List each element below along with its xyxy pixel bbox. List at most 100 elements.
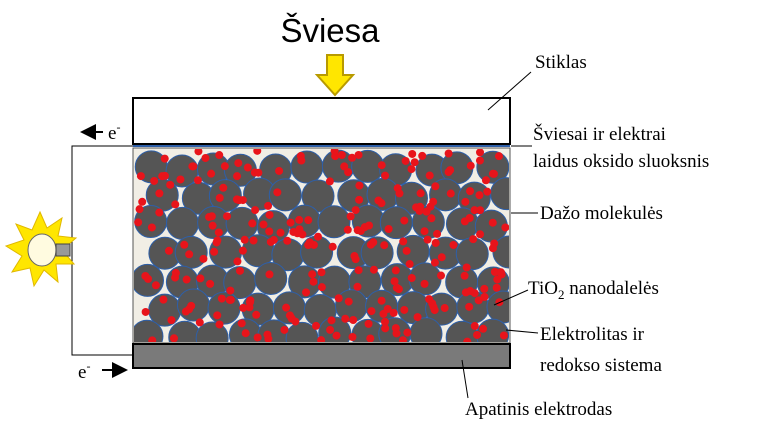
dye-molecule <box>188 162 196 170</box>
dye-molecule <box>338 151 346 159</box>
dye-molecule <box>433 230 441 238</box>
dye-molecule <box>475 191 483 199</box>
dye-molecule <box>134 218 142 226</box>
dye-molecule <box>309 278 317 286</box>
dye-molecule <box>287 219 295 227</box>
dye-molecule <box>236 267 244 275</box>
dye-molecule <box>233 257 241 265</box>
dye-molecule <box>390 309 398 317</box>
dye-molecule <box>466 187 474 195</box>
dye-molecule <box>416 203 424 211</box>
dye-molecule <box>476 230 484 238</box>
dye-molecule <box>227 296 235 304</box>
label-dye: Dažo molekulės <box>540 203 663 224</box>
dye-molecule <box>161 155 169 163</box>
dye-molecule <box>172 269 180 277</box>
dye-molecule <box>248 219 256 227</box>
dye-molecule <box>461 198 469 206</box>
dye-molecule <box>176 175 184 183</box>
dye-molecule <box>449 241 457 249</box>
dye-molecule <box>495 152 503 160</box>
dye-molecule <box>489 244 497 252</box>
dye-molecule <box>497 268 505 276</box>
dye-molecule <box>344 168 352 176</box>
dye-molecule <box>489 219 497 227</box>
dye-molecule <box>501 223 509 231</box>
dye-molecule <box>367 307 375 315</box>
dye-molecule <box>304 241 312 249</box>
dye-molecule <box>273 188 281 196</box>
nanoparticle <box>491 178 523 210</box>
tio2-base: TiO <box>528 278 558 299</box>
dye-molecule <box>185 250 193 258</box>
dye-molecule <box>335 294 343 302</box>
dye-molecule <box>180 241 188 249</box>
dye-molecule <box>417 189 425 197</box>
dye-molecule <box>215 228 223 236</box>
dye-molecule <box>400 217 408 225</box>
dye-molecule <box>414 313 422 321</box>
dye-molecule <box>471 322 479 330</box>
dye-molecule <box>393 329 401 337</box>
diagram: Šviesa e- e- Stiklas Šviesai ir elektrai… <box>0 0 766 421</box>
dye-molecule <box>159 296 167 304</box>
dye-molecule <box>493 284 501 292</box>
dye-molecule <box>365 320 373 328</box>
dye-molecule <box>407 165 415 173</box>
dye-molecule <box>408 150 416 158</box>
dye-molecule <box>345 298 353 306</box>
dye-molecule <box>357 227 365 235</box>
electron-symbol: e <box>78 362 86 383</box>
label-oxide: laidus oksido sluoksnis <box>533 151 709 172</box>
dye-molecule <box>218 295 226 303</box>
dye-molecule <box>418 152 426 160</box>
dye-molecule <box>400 306 408 314</box>
dye-molecule <box>395 189 403 197</box>
dye-molecule <box>295 225 303 233</box>
dye-molecule <box>165 247 173 255</box>
label-oxide: Šviesai ir elektrai <box>533 123 666 145</box>
dye-molecule <box>265 227 273 235</box>
dye-molecule <box>328 316 336 324</box>
dye-molecule <box>137 172 145 180</box>
dye-molecule <box>155 209 163 217</box>
dye-molecule <box>445 149 453 157</box>
label-electrolyte: redokso sistema <box>540 355 662 376</box>
dye-molecule <box>219 184 227 192</box>
dye-molecule <box>482 176 490 184</box>
dye-molecule <box>403 247 411 255</box>
dye-molecule <box>366 334 374 342</box>
electron-top: e- <box>108 120 120 144</box>
dye-molecule <box>411 158 419 166</box>
dye-molecule <box>378 297 386 305</box>
dye-molecule <box>480 285 488 293</box>
dye-molecule <box>481 293 489 301</box>
dye-molecule <box>408 274 416 282</box>
dye-molecule <box>355 196 363 204</box>
dye-molecule <box>233 195 241 203</box>
bottom-electrode <box>133 344 510 368</box>
dye-molecule <box>148 223 156 231</box>
dye-molecule <box>252 311 260 319</box>
dye-molecule <box>349 316 357 324</box>
dye-molecule <box>381 172 389 180</box>
dye-molecule <box>355 266 363 274</box>
nanoparticle <box>318 206 350 238</box>
dye-molecule <box>469 235 477 243</box>
dye-molecule <box>238 319 246 327</box>
dye-molecule <box>206 280 214 288</box>
dye-molecule <box>136 205 144 213</box>
electron-charge: - <box>86 359 90 373</box>
dye-molecule <box>447 190 455 198</box>
dye-molecule <box>392 266 400 274</box>
label-electrolyte: Elektrolitas ir <box>540 324 645 345</box>
dye-molecule <box>223 212 231 220</box>
particles <box>131 147 525 354</box>
dye-molecule <box>142 308 150 316</box>
dye-molecule <box>216 320 224 328</box>
dye-molecule <box>251 206 259 214</box>
dye-molecule <box>347 212 355 220</box>
dye-molecule <box>263 331 271 339</box>
dye-molecule <box>426 203 434 211</box>
dye-molecule <box>221 162 229 170</box>
